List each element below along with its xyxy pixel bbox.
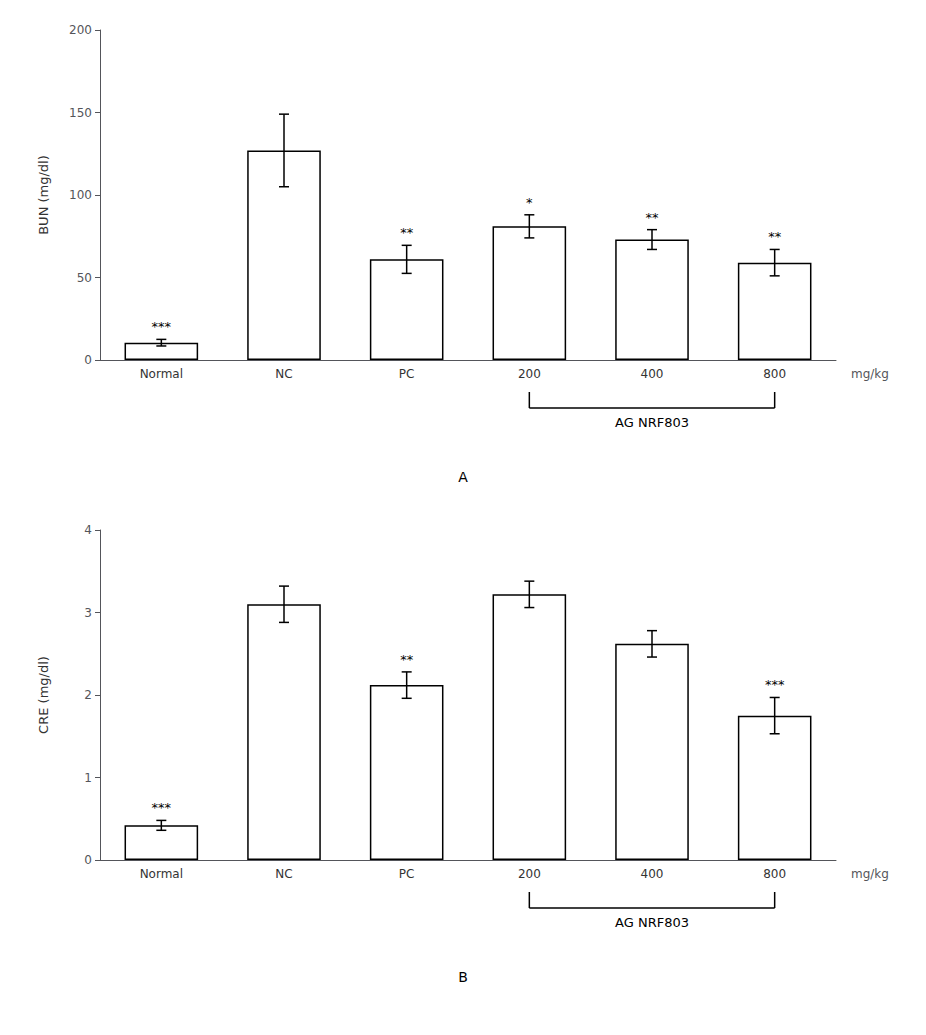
- svg-text:AG NRF803: AG NRF803: [615, 915, 689, 930]
- svg-text:800: 800: [763, 867, 786, 881]
- svg-text:***: ***: [152, 800, 172, 815]
- svg-text:400: 400: [641, 867, 664, 881]
- svg-text:3: 3: [84, 606, 92, 620]
- svg-text:AG NRF803: AG NRF803: [615, 415, 689, 430]
- svg-text:200: 200: [69, 23, 92, 37]
- svg-text:NC: NC: [275, 367, 292, 381]
- svg-text:BUN (mg/dl): BUN (mg/dl): [36, 155, 51, 235]
- svg-text:PC: PC: [399, 867, 415, 881]
- svg-text:***: ***: [152, 319, 172, 334]
- svg-text:100: 100: [69, 188, 92, 202]
- svg-text:A: A: [458, 469, 468, 485]
- svg-text:4: 4: [84, 523, 92, 537]
- svg-text:**: **: [646, 210, 660, 225]
- svg-text:Normal: Normal: [140, 867, 183, 881]
- svg-text:200: 200: [518, 867, 541, 881]
- svg-text:Normal: Normal: [140, 367, 183, 381]
- svg-text:CRE (mg/dl): CRE (mg/dl): [36, 656, 51, 734]
- svg-text:200: 200: [518, 367, 541, 381]
- svg-text:mg/kg: mg/kg: [851, 867, 889, 881]
- svg-text:400: 400: [641, 367, 664, 381]
- svg-text:800: 800: [763, 367, 786, 381]
- svg-text:50: 50: [77, 271, 92, 285]
- svg-text:**: **: [400, 652, 414, 667]
- svg-text:1: 1: [84, 771, 92, 785]
- svg-text:PC: PC: [399, 367, 415, 381]
- svg-text:0: 0: [84, 853, 92, 867]
- svg-text:mg/kg: mg/kg: [851, 367, 889, 381]
- svg-text:***: ***: [765, 677, 785, 692]
- svg-text:150: 150: [69, 106, 92, 120]
- svg-text:2: 2: [84, 688, 92, 702]
- svg-text:B: B: [458, 969, 468, 985]
- svg-text:**: **: [400, 225, 414, 240]
- svg-text:0: 0: [84, 353, 92, 367]
- svg-text:*: *: [526, 195, 533, 210]
- svg-text:NC: NC: [275, 867, 292, 881]
- svg-text:**: **: [768, 229, 782, 244]
